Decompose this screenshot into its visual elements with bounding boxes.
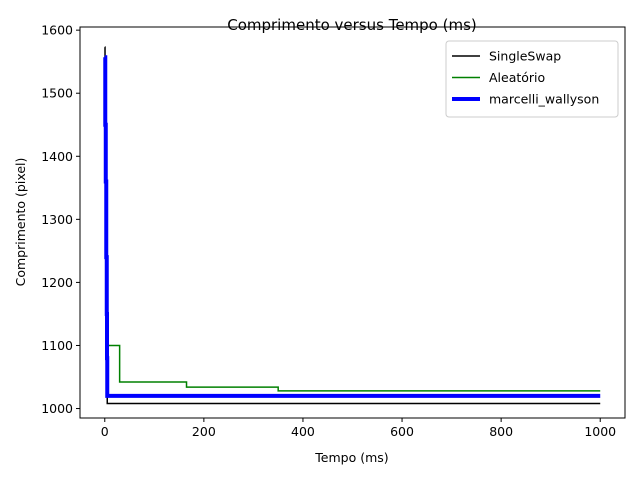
y-tick-label: 1500	[41, 86, 73, 101]
legend-box	[445, 40, 619, 118]
legend-label-0: SingleSwap	[489, 49, 561, 64]
y-tick-label: 1200	[41, 275, 73, 290]
legend-label-2: marcelli_wallyson	[489, 92, 599, 107]
x-tick-label: 600	[390, 424, 414, 439]
plot-lines	[103, 46, 601, 405]
y-axis-label: Comprimento (pixel)	[13, 158, 28, 287]
chart-title: Comprimento versus Tempo (ms)	[227, 16, 477, 34]
x-axis-label: Tempo (ms)	[314, 450, 388, 465]
plot-frame	[79, 26, 626, 419]
x-tick-label: 1000	[584, 424, 616, 439]
series-line-2	[103, 55, 601, 398]
y-tick-label: 1300	[41, 212, 73, 227]
y-tick-label: 1000	[41, 401, 73, 416]
legend: SingleSwap Aleatório marcelli_wallyson	[445, 40, 619, 118]
x-tick-label: 400	[291, 424, 315, 439]
y-tick-label: 1100	[41, 338, 73, 353]
y-tick-label: 1600	[41, 23, 73, 38]
legend-label-1: Aleatório	[489, 70, 545, 85]
y-tick-label: 1400	[41, 149, 73, 164]
x-tick-label: 0	[101, 424, 109, 439]
x-tick-label: 200	[192, 424, 216, 439]
y-axis: 1000 1100 1200 1300 1400 1500 1600	[41, 23, 80, 416]
x-axis: 0 200 400 600 800 1000	[101, 418, 616, 439]
x-tick-label: 800	[489, 424, 513, 439]
